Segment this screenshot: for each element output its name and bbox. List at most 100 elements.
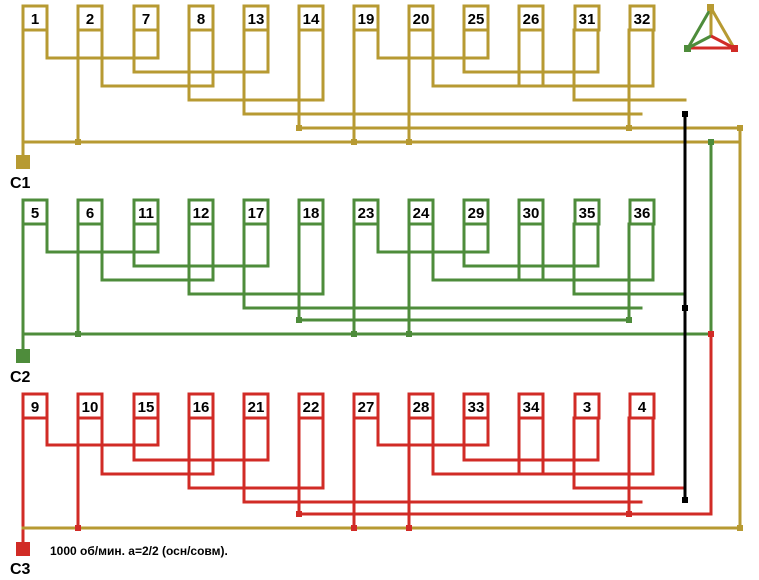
coil-number: 17 [248,205,265,222]
phase-triangle-icon [684,4,738,52]
junction-dot [682,497,688,503]
junction-dot [406,331,412,337]
coil-number: 11 [138,205,154,222]
coil-terminal-26: 26 [517,4,545,32]
coil-terminal-21: 21 [242,392,270,420]
coil-terminal-18: 18 [297,198,325,226]
coil-terminal-3: 3 [573,392,601,420]
junction-dot [406,139,412,145]
coil-terminal-25: 25 [462,4,490,32]
coil-terminal-8: 8 [187,4,215,32]
junction-dot [351,139,357,145]
coil-terminal-2: 2 [76,4,104,32]
coil-number: 22 [303,399,320,416]
coil-number: 15 [138,399,155,416]
coil-terminal-5: 5 [21,198,49,226]
junction-dot [75,525,81,531]
phase-label-c3: C3 [10,561,31,578]
coil-number: 10 [82,399,99,416]
coil-terminal-6: 6 [76,198,104,226]
coil-terminal-14: 14 [297,4,325,32]
coil-number: 33 [468,399,485,416]
coil-number: 3 [583,399,591,416]
coil-number: 14 [303,11,320,28]
diagram-caption: 1000 об/мин. a=2/2 (осн/совм). [50,544,228,558]
coil-number: 1 [31,11,39,28]
coil-terminal-23: 23 [352,198,380,226]
junction-dot [737,125,743,131]
coil-number: 6 [86,205,94,222]
junction-dot [406,525,412,531]
coil-number: 28 [413,399,430,416]
coil-number: 30 [523,205,540,222]
coil-number: 5 [31,205,39,222]
junction-dot [351,525,357,531]
coil-number: 12 [193,205,210,222]
coil-number: 25 [468,11,485,28]
winding-wires [21,16,742,545]
phase-terminal [16,542,30,556]
coil-terminal-12: 12 [187,198,215,226]
coil-terminal-13: 13 [242,4,270,32]
coil-number: 2 [86,11,94,28]
coil-terminal-24: 24 [407,198,435,226]
coil-number: 27 [358,399,375,416]
coil-number: 32 [634,11,651,28]
coil-terminal-31: 31 [573,4,601,32]
coil-terminal-35: 35 [573,198,601,226]
coil-number: 31 [579,11,596,28]
coil-number: 8 [197,11,205,28]
coil-terminal-36: 36 [628,198,656,226]
junction-dot [296,125,302,131]
junction-dot [296,511,302,517]
coil-number: 20 [413,11,430,28]
phase-label-c1: C1 [10,175,31,192]
coil-number: 29 [468,205,485,222]
coil-terminal-33: 33 [462,392,490,420]
coil-terminal-19: 19 [352,4,380,32]
junction-dots [16,111,743,556]
coil-terminal-28: 28 [407,392,435,420]
coil-number: 7 [142,11,150,28]
phase-terminal [16,155,30,169]
coil-number: 34 [523,399,540,416]
coil-terminal-9: 9 [21,392,49,420]
coil-number: 26 [523,11,540,28]
coil-terminal-10: 10 [76,392,104,420]
phase-terminal [16,349,30,363]
coil-terminal-32: 32 [628,4,656,32]
coil-number: 24 [413,205,430,222]
coil-terminal-22: 22 [297,392,325,420]
coil-terminal-15: 15 [132,392,160,420]
junction-dot [75,139,81,145]
junction-dot [708,139,714,145]
coil-terminal-27: 27 [352,392,380,420]
coil-number: 4 [638,399,647,416]
coil-terminal-1: 1 [21,4,49,32]
coil-terminal-16: 16 [187,392,215,420]
coil-terminal-4: 4 [628,392,656,420]
coil-number: 36 [634,205,651,222]
coil-terminal-7: 7 [132,4,160,32]
coil-terminal-17: 17 [242,198,270,226]
junction-dot [626,317,632,323]
coil-number: 21 [248,399,265,416]
coil-number: 35 [579,205,596,222]
junction-dot [75,331,81,337]
coil-terminal-11: 11 [132,198,160,226]
phase-label-c2: C2 [10,369,31,386]
junction-dot [682,111,688,117]
junction-dot [351,331,357,337]
coil-number: 19 [358,11,375,28]
coil-terminal-30: 30 [517,198,545,226]
coil-number: 23 [358,205,375,222]
coil-number: 16 [193,399,210,416]
junction-dot [708,331,714,337]
coil-number: 18 [303,205,320,222]
junction-dot [626,125,632,131]
junction-dot [737,525,743,531]
junction-dot [626,511,632,517]
coil-terminal-29: 29 [462,198,490,226]
coil-terminal-34: 34 [517,392,545,420]
